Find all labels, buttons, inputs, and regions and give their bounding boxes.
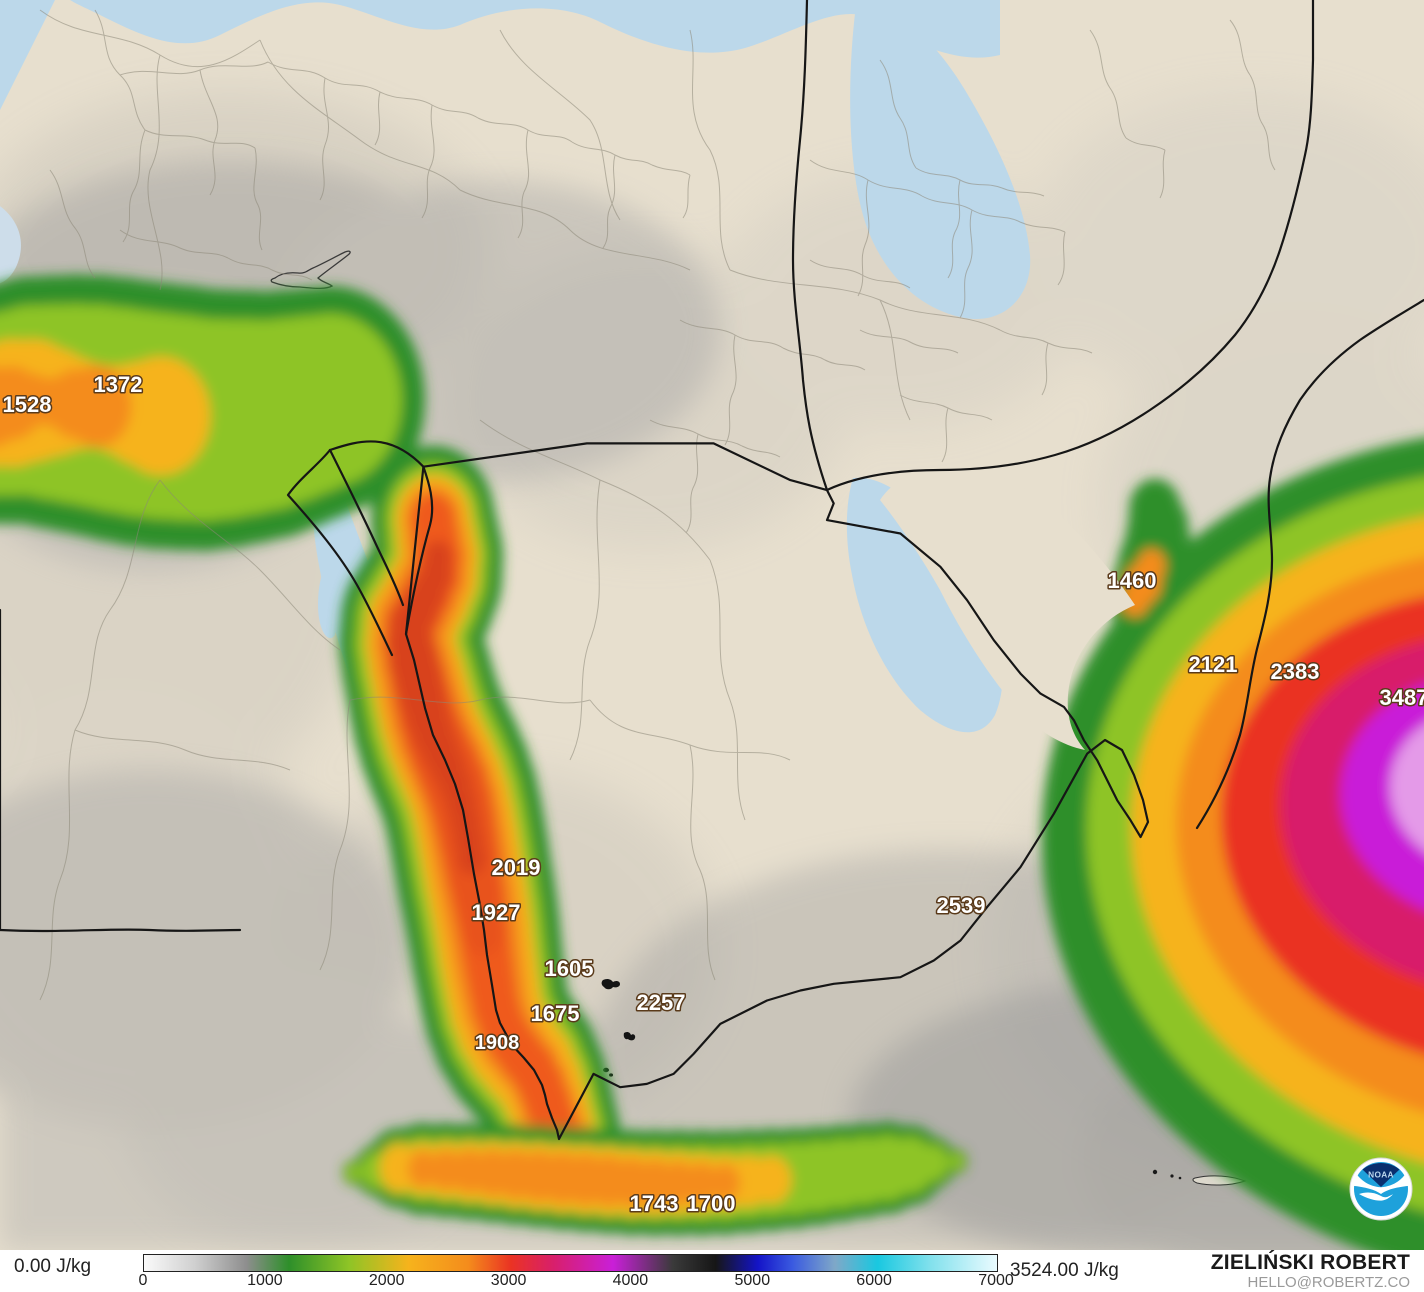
svg-text:2257: 2257 — [637, 990, 686, 1015]
svg-text:2019: 2019 — [492, 855, 541, 880]
svg-text:1460: 1460 — [1108, 568, 1157, 593]
svg-text:1528: 1528 — [3, 392, 52, 417]
svg-text:3487: 3487 — [1380, 685, 1424, 710]
svg-text:1908: 1908 — [475, 1032, 520, 1054]
svg-text:NOAA: NOAA — [1368, 1170, 1394, 1180]
svg-text:2383: 2383 — [1271, 659, 1320, 684]
svg-text:1675: 1675 — [531, 1001, 580, 1026]
svg-text:1743: 1743 — [630, 1191, 679, 1216]
svg-text:2539: 2539 — [937, 893, 986, 918]
svg-text:1927: 1927 — [472, 900, 521, 925]
svg-text:1605: 1605 — [545, 956, 594, 981]
svg-text:1372: 1372 — [94, 372, 143, 397]
svg-text:1700: 1700 — [687, 1191, 736, 1216]
svg-text:2121: 2121 — [1189, 652, 1238, 677]
